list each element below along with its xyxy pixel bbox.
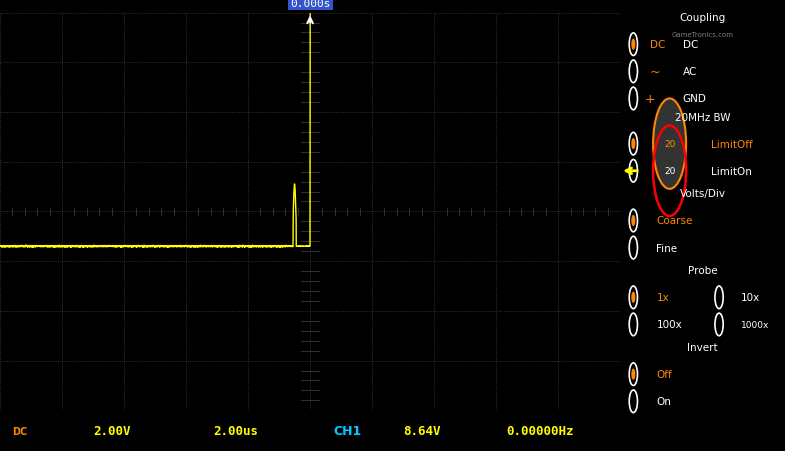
- Text: Invert: Invert: [687, 342, 718, 352]
- Text: 20MHz BW: 20MHz BW: [675, 112, 730, 122]
- Text: Volts/Div: Volts/Div: [680, 189, 725, 199]
- Circle shape: [631, 369, 635, 380]
- Text: 1000x: 1000x: [740, 320, 769, 329]
- Text: 0.00000Hz: 0.00000Hz: [506, 424, 573, 437]
- Text: 10x: 10x: [740, 293, 760, 303]
- Text: +: +: [644, 93, 655, 106]
- Circle shape: [653, 99, 686, 189]
- Text: 1x: 1x: [656, 293, 669, 303]
- Text: AC: AC: [683, 67, 697, 77]
- Text: 20: 20: [664, 140, 675, 149]
- Text: Coarse: Coarse: [656, 216, 693, 226]
- Circle shape: [631, 139, 635, 150]
- Text: LimitOn: LimitOn: [711, 166, 752, 176]
- Text: Off: Off: [656, 369, 672, 379]
- Text: 2.00us: 2.00us: [214, 424, 258, 437]
- Text: 100x: 100x: [656, 320, 682, 330]
- Text: GND: GND: [683, 94, 707, 104]
- Circle shape: [631, 40, 635, 51]
- Text: 0.000s: 0.000s: [290, 0, 330, 9]
- Text: 8.64V: 8.64V: [403, 424, 440, 437]
- Text: LimitOff: LimitOff: [711, 139, 753, 149]
- Text: CH1: CH1: [333, 424, 361, 437]
- Text: GameTronics.com: GameTronics.com: [672, 32, 733, 37]
- Circle shape: [631, 216, 635, 227]
- Text: DC: DC: [683, 40, 698, 50]
- Text: 2.00V: 2.00V: [93, 424, 130, 437]
- Text: DC: DC: [13, 426, 27, 436]
- Circle shape: [631, 292, 635, 304]
- Text: On: On: [656, 396, 671, 406]
- Text: DC: DC: [650, 40, 665, 50]
- Text: 20: 20: [664, 167, 675, 176]
- Text: Probe: Probe: [688, 266, 717, 276]
- Text: Fine: Fine: [656, 243, 677, 253]
- Text: Coupling: Coupling: [680, 13, 725, 23]
- Text: ~: ~: [650, 66, 660, 78]
